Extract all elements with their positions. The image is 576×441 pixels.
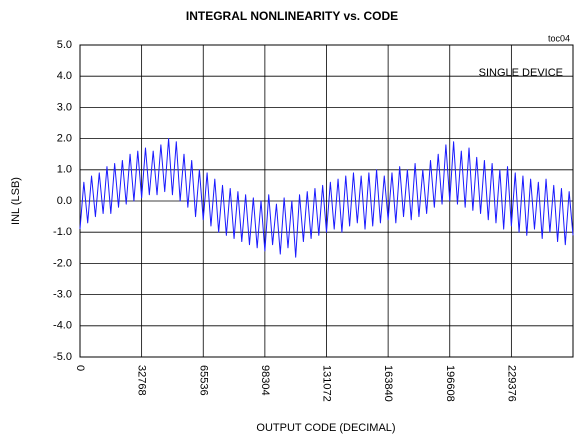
y-tick-label: -1.0: [53, 226, 72, 238]
y-tick-label: 3.0: [57, 101, 72, 113]
x-tick-label: 131072: [321, 365, 333, 402]
x-tick-label: 229376: [505, 365, 517, 402]
x-tick-label: 65536: [197, 365, 209, 396]
y-tick-label: 1.0: [57, 164, 72, 176]
y-tick-label: 5.0: [57, 39, 72, 51]
y-tick-label: -5.0: [53, 351, 72, 363]
y-tick-label: -2.0: [53, 257, 72, 269]
chart-title: INTEGRAL NONLINEARITY vs. CODE: [186, 9, 398, 23]
y-tick-label: 4.0: [57, 70, 72, 82]
y-tick-label: -4.0: [53, 320, 72, 332]
figure-id: toc04: [548, 33, 570, 43]
x-axis-label: OUTPUT CODE (DECIMAL): [256, 422, 395, 434]
y-tick-label: 0.0: [57, 195, 72, 207]
annotation: SINGLE DEVICE: [479, 67, 563, 79]
x-tick-label: 196608: [444, 365, 456, 402]
y-tick-label: 2.0: [57, 133, 72, 145]
x-tick-label: 0: [74, 365, 86, 371]
data-line: [79, 138, 574, 258]
x-tick-label: 32768: [136, 365, 148, 396]
x-tick-label: 98304: [259, 365, 271, 396]
y-axis-label: INL (LSB): [10, 177, 22, 225]
y-tick-label: -3.0: [53, 289, 72, 301]
x-tick-label: 163840: [382, 365, 394, 402]
